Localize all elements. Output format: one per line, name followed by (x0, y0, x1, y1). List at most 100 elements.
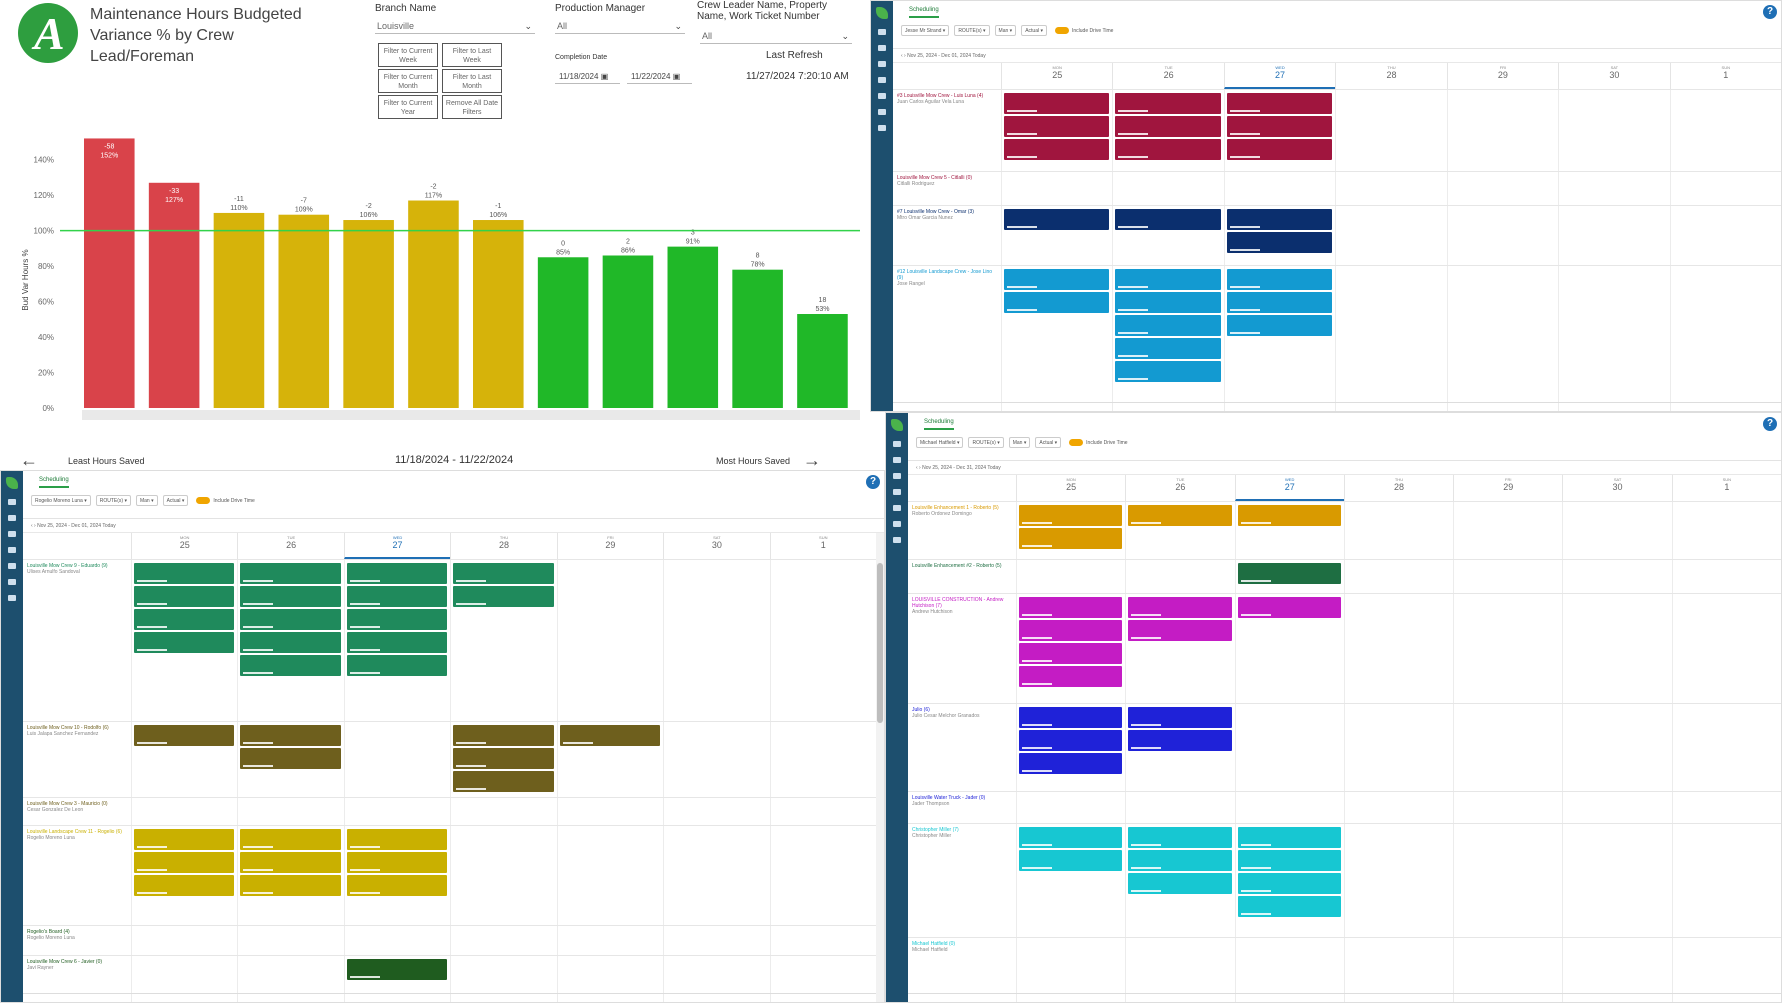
tab-scheduling[interactable]: Scheduling (924, 419, 954, 430)
drive-time-toggle[interactable]: Include Drive Time (1066, 438, 1130, 449)
date-range-picker[interactable]: Nov 25, 2024 - Dec 01, 2024 (907, 53, 972, 59)
work-ticket-card[interactable] (453, 725, 554, 746)
work-ticket-card[interactable] (1226, 315, 1333, 336)
work-ticket-card[interactable] (1226, 116, 1333, 137)
work-ticket-card[interactable] (1115, 361, 1221, 382)
toggle-switch[interactable] (1069, 439, 1084, 447)
work-ticket-card[interactable] (240, 586, 341, 607)
work-ticket-card[interactable] (1019, 827, 1123, 848)
toggle-switch[interactable] (196, 497, 211, 505)
filter-dropdown-2[interactable]: Man ▾ (135, 495, 158, 506)
work-ticket-card[interactable] (1226, 269, 1333, 290)
crew-name[interactable]: #7 Louisville Mow Crew - Omar (3) Mtro Om… (897, 209, 997, 221)
filter-dropdown-3[interactable]: Actual ▾ (1021, 25, 1047, 36)
work-ticket-card[interactable] (346, 829, 448, 850)
branch-dropdown[interactable]: Louisville ⌄ (375, 18, 535, 34)
toggle-switch[interactable] (1054, 27, 1069, 35)
search-icon[interactable] (878, 45, 886, 51)
work-ticket-card[interactable] (1019, 730, 1123, 751)
work-ticket-card[interactable] (1004, 292, 1110, 313)
work-ticket-card[interactable] (240, 632, 341, 653)
date-range-picker[interactable]: Nov 25, 2024 - Dec 01, 2024 (37, 523, 102, 529)
crew-title[interactable]: #3 Louisville Mow Crew - Luis Luna (4) (897, 93, 984, 99)
work-ticket-card[interactable] (346, 875, 448, 896)
help-icon[interactable]: ? (866, 475, 880, 489)
work-ticket-card[interactable] (1128, 505, 1232, 526)
crew-name[interactable]: Louisville Enhancement 1 - Roberto (5) Ro… (912, 505, 1012, 517)
drive-time-toggle[interactable]: Include Drive Time (193, 496, 257, 507)
work-ticket-card[interactable] (240, 609, 341, 630)
crew-title[interactable]: Louisville Mow Crew 5 - Citlalli (0) (897, 175, 973, 181)
work-ticket-card[interactable] (1128, 850, 1232, 871)
work-ticket-card[interactable] (134, 829, 235, 850)
calendar-icon[interactable] (893, 473, 901, 479)
drive-time-toggle[interactable]: Include Drive Time (1052, 26, 1116, 37)
work-ticket-card[interactable] (1128, 730, 1232, 751)
crew-name[interactable]: Louisville Enhancement #2 - Roberto (5) (912, 563, 1012, 569)
work-ticket-card[interactable] (1115, 315, 1221, 336)
work-ticket-card[interactable] (1115, 116, 1221, 137)
crew-title[interactable]: Louisville Mow Crew 10 - Rodolfo (6) (27, 725, 109, 731)
work-ticket-card[interactable] (134, 609, 235, 630)
chart-icon[interactable] (8, 563, 16, 569)
work-ticket-card[interactable] (134, 852, 235, 873)
settings-icon[interactable] (893, 521, 901, 527)
crew-title[interactable]: Julio (6) (912, 707, 930, 713)
crew-title[interactable]: Louisville Mow Crew 6 - Javier (0) (27, 959, 103, 965)
crew-title[interactable]: Louisville Landscape Crew 11 - Rogelio (… (27, 829, 122, 835)
work-ticket-card[interactable] (559, 725, 661, 746)
crew-name[interactable]: Louisville Landscape Crew 11 - Rogelio (… (27, 829, 127, 841)
crew-title[interactable]: Louisville Water Truck - Jader (0) (912, 795, 986, 801)
work-ticket-card[interactable] (1128, 873, 1232, 894)
crew-name[interactable]: Christopher Miller (7) Christopher Miller (912, 827, 1012, 839)
home-icon[interactable] (893, 441, 901, 447)
filter-dropdown-2[interactable]: Man ▾ (994, 25, 1017, 36)
work-ticket-card[interactable] (1226, 139, 1333, 160)
lock-icon[interactable] (893, 537, 901, 543)
work-ticket-card[interactable] (1019, 643, 1123, 664)
chart-icon[interactable] (878, 93, 886, 99)
work-ticket-card[interactable] (240, 852, 341, 873)
remove-date-filters-button[interactable]: Remove All Date Filters (442, 95, 502, 119)
work-ticket-card[interactable] (1128, 620, 1232, 641)
work-ticket-card[interactable] (1004, 269, 1110, 290)
settings-icon[interactable] (878, 109, 886, 115)
work-ticket-card[interactable] (1115, 269, 1221, 290)
crew-name[interactable]: LOUISVILLE CONSTRUCTION - Andrew Hutchis… (912, 597, 1012, 615)
crew-name[interactable]: Louisville Mow Crew 10 - Rodolfo (6) Luis… (27, 725, 127, 737)
work-ticket-card[interactable] (1115, 292, 1221, 313)
work-ticket-card[interactable] (346, 655, 448, 676)
arrow-right-icon[interactable]: → (803, 450, 821, 470)
work-ticket-card[interactable] (240, 655, 341, 676)
list-icon[interactable] (878, 77, 886, 83)
lock-icon[interactable] (8, 595, 16, 601)
work-ticket-card[interactable] (1004, 116, 1110, 137)
filter-dropdown-0[interactable]: Michael Hatfield ▾ (916, 437, 964, 448)
work-ticket-card[interactable] (453, 748, 554, 769)
crew-name[interactable]: Michael Hatfield (0) Michael Hatfield (912, 941, 1012, 953)
week-nav-arrows[interactable]: ‹ › (916, 465, 923, 471)
filter-dropdown-2[interactable]: Man ▾ (1008, 437, 1031, 448)
vertical-scrollbar[interactable] (876, 533, 884, 1002)
work-ticket-card[interactable] (1004, 93, 1110, 114)
work-ticket-card[interactable] (240, 725, 341, 746)
work-ticket-card[interactable] (1237, 563, 1341, 584)
work-ticket-card[interactable] (134, 632, 235, 653)
date-from-input[interactable]: 11/18/2024 ▣ (555, 70, 620, 84)
crew-name[interactable]: Louisville Mow Crew 3 - Mauricio (0) Cesa… (27, 801, 127, 813)
work-ticket-card[interactable] (453, 586, 554, 607)
date-to-input[interactable]: 11/22/2024 ▣ (627, 70, 692, 84)
work-ticket-card[interactable] (1019, 666, 1123, 687)
crew-name[interactable]: #12 Louisville Landscape Crew - Jose Lin… (897, 269, 997, 287)
work-ticket-card[interactable] (1226, 232, 1333, 253)
work-ticket-card[interactable] (346, 586, 448, 607)
filter-dropdown-3[interactable]: Actual ▾ (1035, 437, 1062, 448)
crew-filter-dropdown[interactable]: All ⌄ (700, 28, 852, 44)
help-icon[interactable]: ? (1763, 417, 1777, 431)
work-ticket-card[interactable] (134, 725, 235, 746)
date-range-picker[interactable]: Nov 25, 2024 - Dec 31, 2024 (922, 465, 987, 471)
week-nav-arrows[interactable]: ‹ › (901, 53, 908, 59)
work-ticket-card[interactable] (1128, 707, 1232, 728)
tab-scheduling[interactable]: Scheduling (909, 7, 939, 18)
work-ticket-card[interactable] (1237, 597, 1341, 618)
